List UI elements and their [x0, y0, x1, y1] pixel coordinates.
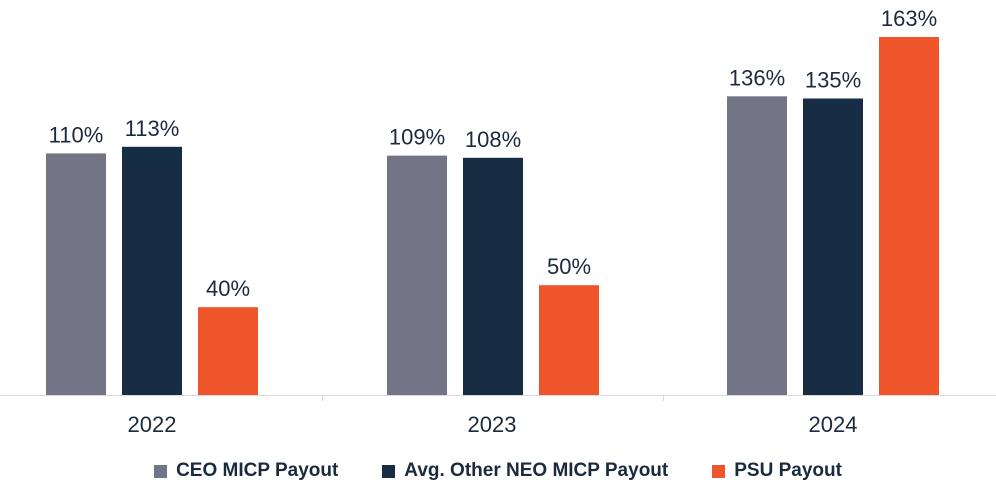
x-axis-tick-labels: 2022 2023 2024 — [128, 412, 858, 437]
bar-ceo-micp-2023 — [387, 155, 447, 395]
bar-ceo-micp-2024 — [727, 96, 787, 396]
x-tick-label-2023: 2023 — [468, 412, 517, 437]
bar-psu-2024 — [879, 37, 939, 395]
x-axis-ticks — [322, 395, 664, 401]
legend: CEO MICP Payout Avg. Other NEO MICP Payo… — [0, 456, 996, 486]
value-label-psu-2023: 50% — [547, 254, 591, 279]
bar-chart: 110% 113%40%109% 108%50%136% 135%163% 2022 2… — [0, 6, 996, 437]
bars-layer — [46, 37, 939, 396]
legend-swatch-psu — [712, 464, 726, 478]
value-label-psu-2024: 163% — [881, 6, 937, 31]
legend-item-ceo-micp: CEO MICP Payout — [154, 460, 338, 482]
bar-ceo-micp-2022 — [46, 153, 106, 395]
value-label-avg-neo-micp-2024: 135% — [805, 67, 861, 92]
x-tick-label-2022: 2022 — [128, 412, 177, 437]
bar-avg-neo-micp-2023 — [463, 157, 523, 395]
value-label-avg-neo-micp-2022: 113% — [125, 116, 180, 141]
value-label-psu-2022: 40% — [206, 276, 250, 301]
legend-item-psu: PSU Payout — [712, 460, 842, 482]
bar-avg-neo-micp-2024 — [803, 98, 863, 395]
x-tick-label-2024: 2024 — [809, 412, 858, 437]
legend-label-avg-neo-micp: Avg. Other NEO MICP Payout — [404, 460, 669, 481]
value-label-ceo-micp-2022: 110% — [49, 122, 104, 147]
legend-label-psu: PSU Payout — [734, 460, 842, 481]
legend-label-ceo-micp: CEO MICP Payout — [176, 460, 339, 481]
value-label-avg-neo-micp-2023: 108% — [465, 127, 521, 152]
value-label-ceo-micp-2024: 136% — [729, 65, 785, 90]
legend-swatch-ceo-micp — [154, 464, 168, 478]
bar-avg-neo-micp-2022 — [122, 146, 182, 395]
value-label-ceo-micp-2023: 109% — [389, 125, 445, 150]
legend-swatch-avg-neo-micp — [382, 464, 396, 478]
legend-item-avg-neo-micp: Avg. Other NEO MICP Payout — [382, 460, 668, 482]
value-labels-layer: 110% 113% 40% 109% 108% 50% 136% 135% 163% — [49, 6, 937, 301]
bar-psu-2023 — [539, 285, 599, 395]
bar-psu-2022 — [198, 307, 258, 395]
